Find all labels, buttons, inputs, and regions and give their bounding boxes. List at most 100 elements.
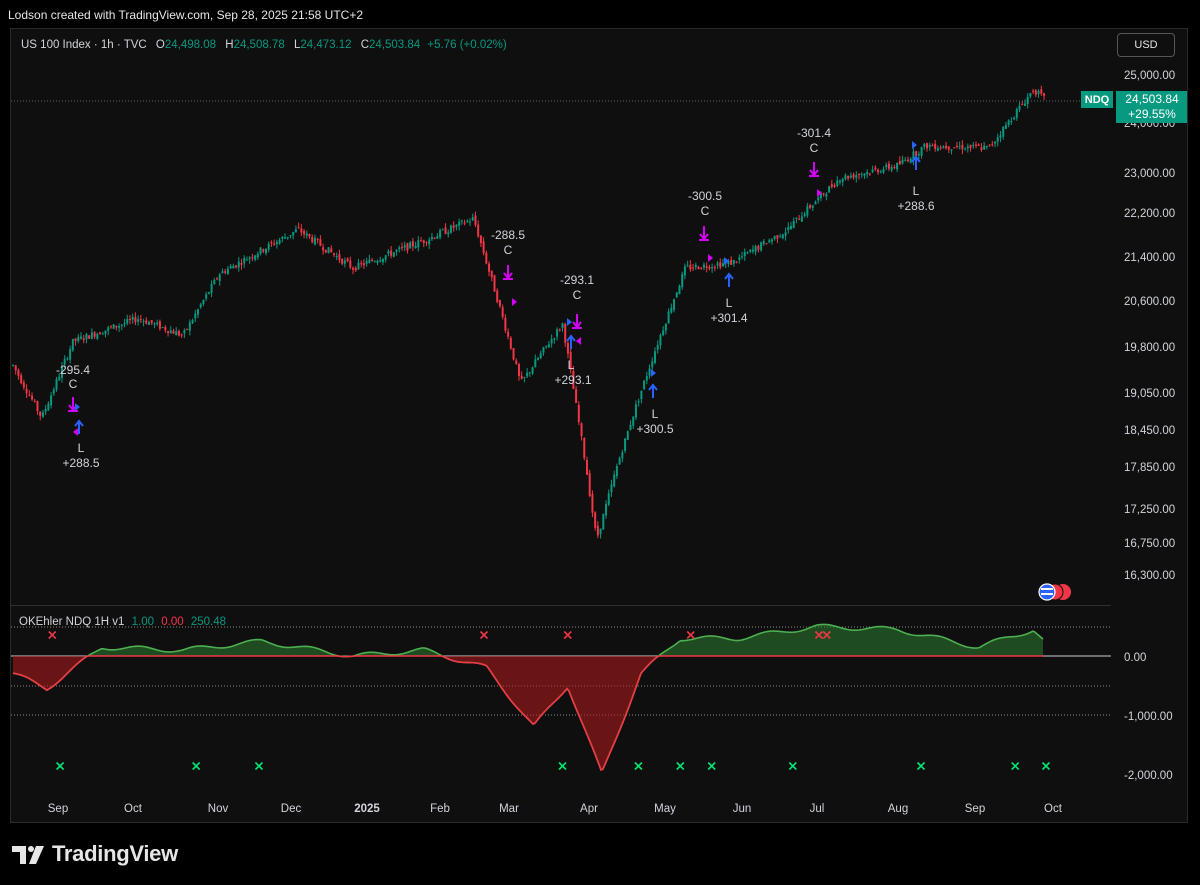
arrow-head bbox=[648, 383, 658, 391]
candle-body bbox=[580, 423, 583, 437]
candle-body bbox=[118, 325, 121, 328]
candle-body bbox=[373, 261, 376, 263]
candle-body bbox=[923, 143, 926, 147]
candle-body bbox=[224, 271, 227, 273]
candle-body bbox=[517, 364, 520, 376]
chart-frame[interactable]: -295.4 C L +288.5 -288.5 C -293.1 C L +293.1 L +300… bbox=[10, 28, 1188, 823]
symbol-name[interactable]: US 100 Index · 1h · TVC bbox=[21, 39, 147, 51]
candle-body bbox=[1034, 90, 1037, 95]
candle-body bbox=[983, 145, 986, 150]
candle-body bbox=[735, 261, 738, 263]
indicator-axis-tick: 0.00 bbox=[1124, 652, 1146, 664]
entry-signal-x-icon bbox=[634, 761, 643, 771]
long-arrow-icon bbox=[648, 383, 658, 398]
candle-body bbox=[496, 290, 499, 302]
tradingview-logo[interactable]: TradingView bbox=[12, 841, 178, 867]
candle-body bbox=[974, 144, 977, 146]
candle-body bbox=[379, 260, 382, 262]
candle-body bbox=[624, 438, 627, 451]
candle-body bbox=[681, 274, 684, 288]
candle-body bbox=[357, 262, 360, 270]
candle-body bbox=[868, 173, 871, 175]
candle-body bbox=[760, 242, 763, 251]
candle-body bbox=[17, 369, 20, 376]
candle-body bbox=[520, 375, 523, 379]
candle-body bbox=[689, 264, 692, 270]
x-stroke bbox=[686, 630, 695, 640]
candle-body bbox=[99, 332, 102, 335]
price-axis-tick: 16,750.00 bbox=[1124, 538, 1175, 550]
indicator-value-1: 1.00 bbox=[131, 616, 155, 628]
candle-body bbox=[183, 330, 186, 334]
candle-body bbox=[63, 359, 66, 365]
candle-body bbox=[781, 234, 784, 239]
candle-body bbox=[550, 339, 553, 344]
candle-body bbox=[137, 319, 140, 322]
indicator-name[interactable]: OKEhler NDQ 1H v1 bbox=[19, 616, 125, 628]
candle-body bbox=[926, 143, 929, 149]
time-axis-tick: Jul bbox=[810, 803, 825, 815]
time-axis-tick: Apr bbox=[580, 803, 598, 815]
candle-body bbox=[591, 493, 594, 513]
candle-body bbox=[80, 336, 83, 339]
candle-body bbox=[14, 365, 17, 371]
candle-body bbox=[863, 173, 866, 176]
candle-body bbox=[251, 257, 254, 259]
candle-body bbox=[719, 262, 722, 268]
candle-body bbox=[112, 324, 115, 329]
candle-body bbox=[1023, 103, 1026, 106]
candle-body bbox=[286, 236, 289, 238]
candle-body bbox=[507, 331, 510, 337]
candle-body bbox=[828, 186, 831, 193]
x-stroke bbox=[788, 761, 797, 771]
pane-divider[interactable] bbox=[11, 605, 1111, 606]
candle-body bbox=[906, 159, 909, 162]
candle-body bbox=[615, 466, 618, 477]
candle-body bbox=[716, 263, 719, 266]
candle-body bbox=[814, 201, 817, 205]
exit-signal-x-icon bbox=[822, 630, 831, 640]
candle-body bbox=[969, 145, 972, 148]
candle-body bbox=[526, 372, 529, 377]
candle-body bbox=[531, 367, 534, 374]
close-arrow-icon bbox=[503, 265, 513, 280]
candle-body bbox=[939, 147, 942, 149]
trade-long-pnl: +288.6 bbox=[897, 199, 934, 213]
chart-canvas[interactable]: -295.4CL+288.5-288.5C-293.1CL+293.1L+300… bbox=[11, 29, 1188, 823]
candle-body bbox=[855, 175, 858, 178]
candle-body bbox=[572, 370, 575, 390]
time-axis-tick: Mar bbox=[499, 803, 519, 815]
candle-body bbox=[202, 299, 205, 305]
candle-body bbox=[289, 235, 292, 237]
candle-body bbox=[90, 332, 93, 339]
event-flags-icon[interactable] bbox=[1038, 583, 1071, 601]
last-price-change: +29.55% bbox=[1128, 107, 1176, 121]
brand-name: TradingView bbox=[52, 841, 178, 866]
candle-body bbox=[411, 241, 414, 247]
candle-body bbox=[667, 311, 670, 324]
currency-button[interactable]: USD bbox=[1117, 33, 1175, 57]
candle-body bbox=[332, 253, 335, 255]
candle-body bbox=[324, 249, 327, 253]
candle-body bbox=[71, 338, 74, 351]
candle-body bbox=[406, 243, 409, 251]
trade-flag-icon bbox=[651, 369, 656, 377]
candle-body bbox=[66, 358, 69, 360]
low-value: 24,473.12 bbox=[300, 39, 352, 51]
candle-body bbox=[39, 411, 42, 416]
trade-long-tag: L bbox=[913, 184, 920, 198]
candle-body bbox=[673, 299, 676, 310]
exit-signal-x-icon bbox=[686, 630, 695, 640]
trade-long-tag: L bbox=[652, 407, 659, 421]
candle-body bbox=[713, 267, 716, 269]
x-stroke bbox=[634, 761, 643, 771]
trade-long-tag: L bbox=[568, 358, 575, 372]
price-axis-tick: 20,600.00 bbox=[1124, 296, 1175, 308]
candle-body bbox=[844, 175, 847, 180]
x-stroke bbox=[558, 761, 567, 771]
candle-body bbox=[534, 359, 537, 368]
candle-body bbox=[360, 263, 363, 265]
x-stroke bbox=[48, 630, 57, 640]
candle-body bbox=[773, 236, 776, 239]
candle-body bbox=[469, 221, 472, 223]
